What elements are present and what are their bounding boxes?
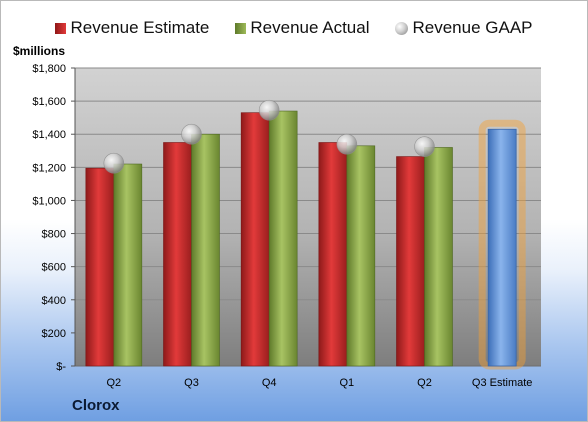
y-tick-label: $600: [42, 262, 66, 274]
bar-actual: [191, 133, 220, 367]
legend-gaap: Revenue GAAP: [395, 18, 533, 38]
gaap-marker: [103, 152, 125, 174]
legend-gaap-marker: [395, 21, 409, 35]
bar-actual: [113, 163, 143, 367]
plot-area: [75, 68, 541, 366]
legend: Revenue Estimate Revenue Actual Revenue …: [0, 17, 588, 39]
y-axis-units-label: $millions: [13, 44, 66, 58]
legend-estimate-swatch: [55, 22, 67, 34]
gaap-marker: [336, 133, 358, 155]
legend-estimate: Revenue Estimate: [55, 18, 209, 38]
y-tick-label: $1,800: [32, 63, 66, 75]
y-tick-label: $200: [42, 328, 66, 340]
bar-actual: [424, 147, 453, 367]
company-name: Clorox: [72, 397, 120, 414]
legend-estimate-label: Revenue Estimate: [70, 18, 210, 37]
gaap-marker: [258, 99, 280, 121]
bar-estimate: [163, 142, 192, 367]
x-tick-label: Q1: [339, 377, 354, 389]
bar-estimate: [240, 112, 270, 367]
bar-actual: [346, 145, 376, 367]
bar-estimate: [85, 167, 115, 367]
bar-actual: [268, 110, 298, 367]
y-tick-label: $-: [56, 361, 66, 373]
bar-estimate: [318, 142, 348, 367]
x-tick-label: Q3 Estimate: [472, 377, 533, 389]
y-tick-label: $1,000: [32, 195, 66, 207]
y-tick-label: $1,400: [32, 129, 66, 141]
x-tick-label: Q3: [184, 377, 199, 389]
legend-actual-label: Revenue Actual: [250, 18, 370, 37]
y-tick-label: $1,600: [32, 96, 66, 108]
legend-gaap-label: Revenue GAAP: [412, 18, 533, 37]
legend-actual: Revenue Actual: [235, 18, 369, 38]
x-tick-label: Q2: [106, 377, 121, 389]
x-tick-label: Q4: [262, 377, 277, 389]
bar-estimate: [396, 156, 425, 367]
legend-actual-swatch: [235, 22, 247, 34]
y-tick-label: $1,200: [32, 162, 66, 174]
y-tick-label: $800: [42, 229, 66, 241]
x-tick-label: Q2: [417, 377, 432, 389]
y-tick-label: $400: [42, 295, 66, 307]
gaap-marker: [414, 136, 435, 157]
gaap-marker: [181, 123, 202, 145]
bar-estimate-projection: [487, 128, 517, 367]
